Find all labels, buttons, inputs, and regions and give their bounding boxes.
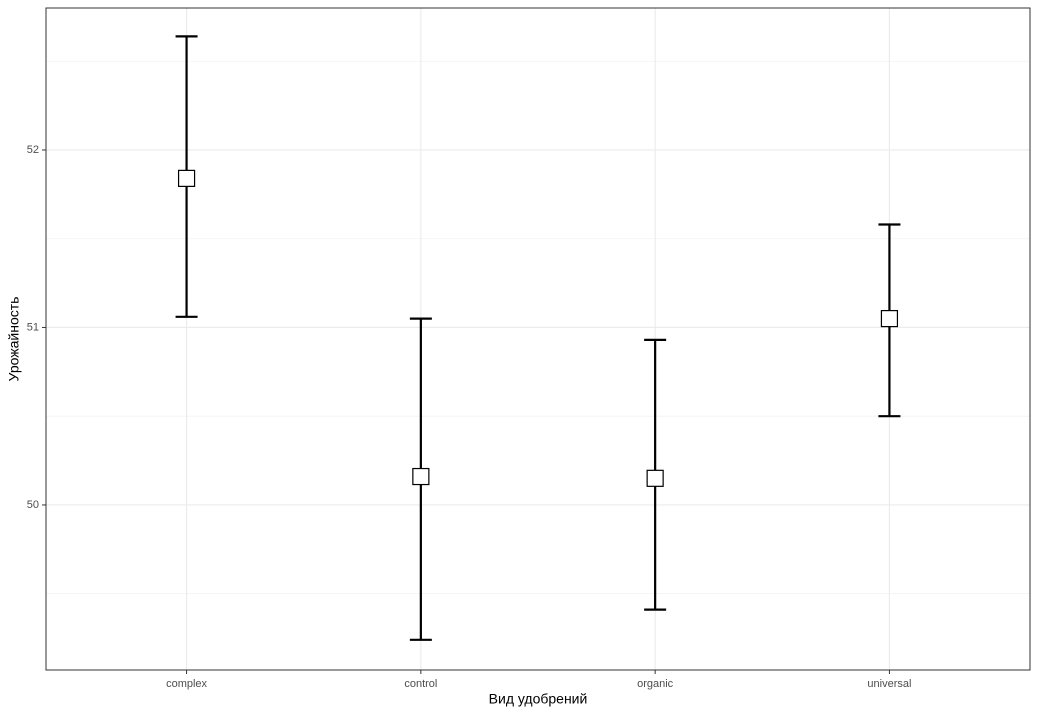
x-tick-label: organic xyxy=(637,678,674,690)
x-tick-label: universal xyxy=(867,678,911,690)
mean-marker xyxy=(412,467,430,486)
x-axis-label: Вид удобрений xyxy=(489,691,588,707)
x-tick-label: complex xyxy=(166,678,207,690)
mean-marker xyxy=(646,469,664,487)
mean-marker xyxy=(177,169,196,187)
y-tick-label: 52 xyxy=(27,144,39,156)
mean-marker xyxy=(880,309,899,328)
y-axis-label: Урожайность xyxy=(6,297,22,382)
y-tick-label: 51 xyxy=(27,321,39,333)
y-tick-label: 50 xyxy=(27,499,39,511)
panel-border xyxy=(45,7,1031,671)
x-tick-label: control xyxy=(404,678,437,690)
